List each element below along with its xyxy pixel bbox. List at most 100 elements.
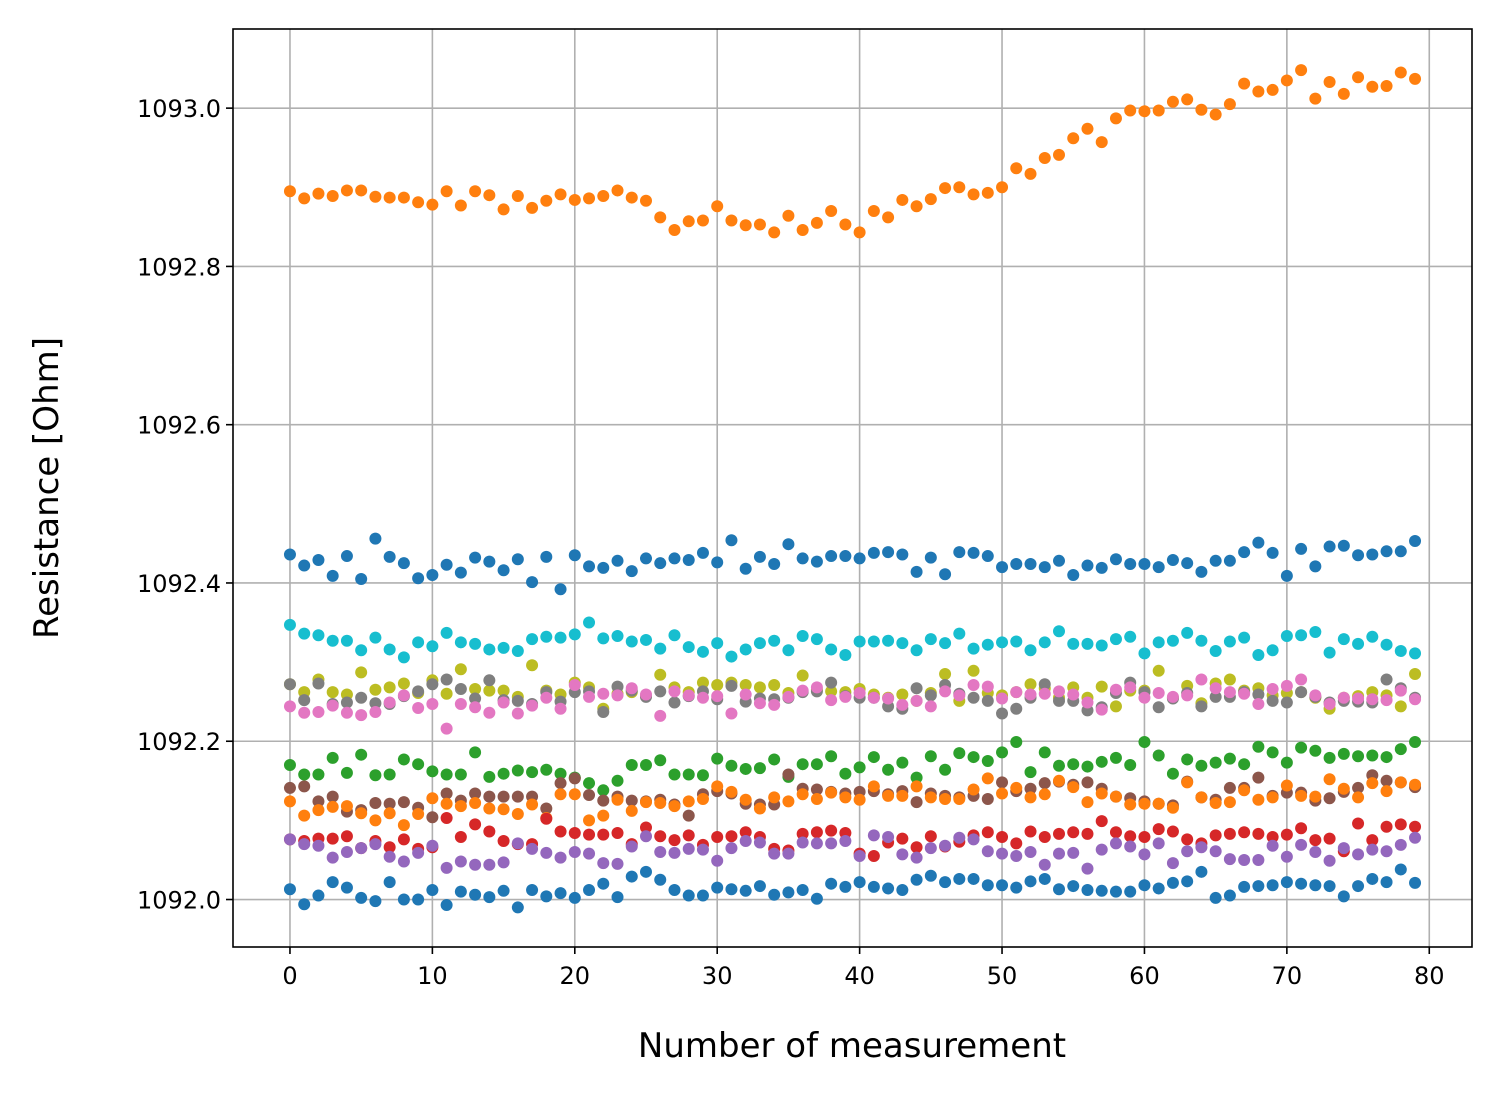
data-point bbox=[640, 865, 652, 878]
data-point bbox=[1280, 629, 1293, 642]
data-point bbox=[839, 834, 852, 847]
data-point bbox=[625, 682, 638, 695]
data-point bbox=[1280, 696, 1293, 709]
data-point bbox=[696, 889, 709, 902]
data-point bbox=[469, 637, 482, 650]
data-point bbox=[583, 847, 596, 860]
data-point bbox=[1366, 630, 1379, 643]
data-point bbox=[440, 673, 453, 686]
data-point bbox=[1010, 557, 1023, 570]
data-point bbox=[1380, 820, 1393, 833]
data-point bbox=[711, 780, 724, 793]
data-point bbox=[867, 751, 880, 764]
data-point bbox=[1295, 822, 1308, 835]
data-point bbox=[711, 881, 724, 894]
data-point bbox=[910, 796, 923, 809]
data-point bbox=[426, 792, 439, 805]
data-point bbox=[355, 748, 368, 761]
data-point bbox=[1095, 639, 1108, 652]
data-point bbox=[810, 633, 823, 646]
data-point bbox=[924, 830, 937, 843]
data-point bbox=[326, 634, 339, 647]
data-point bbox=[440, 768, 453, 781]
data-point bbox=[625, 870, 638, 883]
data-point bbox=[483, 858, 496, 871]
data-point bbox=[725, 759, 738, 772]
data-point bbox=[426, 765, 439, 778]
data-point bbox=[1081, 760, 1094, 773]
data-point bbox=[924, 689, 937, 702]
data-point bbox=[1295, 629, 1308, 642]
data-point bbox=[981, 550, 994, 563]
x-tick-label: 10 bbox=[417, 962, 448, 990]
data-point bbox=[810, 892, 823, 905]
data-point bbox=[1181, 753, 1194, 766]
data-point bbox=[1024, 825, 1037, 838]
data-point bbox=[1309, 846, 1322, 859]
data-point bbox=[340, 184, 353, 197]
data-point bbox=[340, 881, 353, 894]
data-point bbox=[853, 635, 866, 648]
data-point bbox=[1181, 875, 1194, 888]
data-point bbox=[1252, 648, 1265, 661]
data-point bbox=[568, 679, 581, 692]
data-point bbox=[1067, 637, 1080, 650]
data-point bbox=[1380, 785, 1393, 798]
data-point bbox=[1195, 673, 1208, 686]
data-point bbox=[497, 203, 510, 216]
data-point bbox=[397, 819, 410, 832]
data-point bbox=[725, 707, 738, 720]
data-point bbox=[910, 841, 923, 854]
data-point bbox=[1223, 554, 1236, 567]
data-point bbox=[426, 198, 439, 211]
data-point bbox=[1280, 828, 1293, 841]
data-point bbox=[1209, 682, 1222, 695]
data-point bbox=[283, 758, 296, 771]
data-point bbox=[440, 787, 453, 800]
data-point bbox=[810, 793, 823, 806]
data-point bbox=[640, 552, 652, 565]
data-point bbox=[981, 638, 994, 651]
data-point bbox=[1053, 625, 1065, 638]
data-point bbox=[1038, 151, 1051, 164]
data-point bbox=[397, 677, 410, 690]
data-point bbox=[839, 767, 852, 780]
data-point bbox=[1195, 565, 1208, 578]
data-point bbox=[1309, 626, 1322, 639]
data-point bbox=[796, 884, 809, 897]
data-point bbox=[326, 876, 339, 889]
data-point bbox=[611, 827, 624, 840]
data-point bbox=[1038, 872, 1051, 885]
data-point bbox=[1152, 749, 1165, 762]
data-point bbox=[796, 836, 809, 849]
data-point bbox=[1252, 880, 1265, 893]
points-layer bbox=[283, 64, 1422, 914]
data-point bbox=[440, 861, 453, 874]
data-point bbox=[397, 191, 410, 204]
data-point bbox=[497, 564, 510, 577]
data-point bbox=[725, 534, 738, 547]
data-point bbox=[469, 858, 482, 871]
data-point bbox=[1138, 879, 1151, 892]
data-point bbox=[611, 184, 624, 197]
data-point bbox=[369, 697, 382, 710]
data-point bbox=[483, 790, 496, 803]
data-point bbox=[910, 200, 923, 213]
data-point bbox=[1024, 678, 1037, 691]
data-point bbox=[768, 634, 781, 647]
data-point bbox=[583, 789, 596, 802]
data-point bbox=[953, 831, 966, 844]
data-point bbox=[896, 884, 909, 897]
data-point bbox=[511, 645, 524, 658]
data-point bbox=[483, 802, 496, 815]
data-point bbox=[440, 899, 453, 912]
series-6 bbox=[283, 736, 1422, 797]
data-point bbox=[625, 794, 638, 807]
data-point bbox=[753, 762, 766, 775]
data-point bbox=[1337, 87, 1350, 100]
data-point bbox=[668, 629, 681, 642]
data-point bbox=[882, 692, 895, 705]
data-point bbox=[1409, 693, 1422, 706]
data-point bbox=[810, 216, 823, 229]
